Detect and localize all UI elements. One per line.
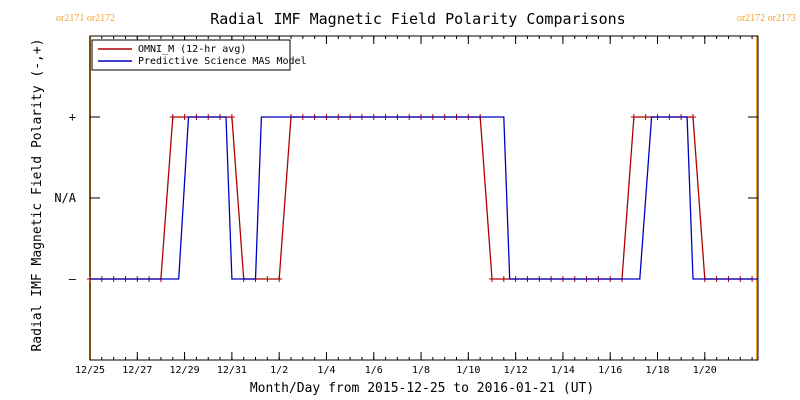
series-line-omni [90,116,753,280]
y-axis-ticks: + N/A – [54,110,758,286]
series-point-omni-8 [181,114,188,120]
y-tick-label-0: + [69,110,76,124]
x-tick-label-7: 1/8 [412,365,430,376]
x-tick-label-12: 1/18 [645,365,669,376]
series-line-mas [90,116,758,280]
x-tick-label-8: 1/10 [456,365,480,376]
series-point-omni-15 [264,276,271,282]
y-tick-label-1: N/A [54,191,76,205]
series-point-omni-47 [642,114,649,120]
rotation-label-1: or2172 or2173 [737,13,796,24]
y-tick-label-2: – [69,272,77,286]
legend: OMNI_M (12-hr avg) Predictive Science MA… [91,39,307,71]
series-point-omni-7 [169,114,176,120]
x-tick-label-0: 12/25 [75,365,105,376]
legend-label-mas: Predictive Science MAS Model [138,56,307,67]
series-lines [87,114,758,282]
legend-label-omni: OMNI_M (12-hr avg) [138,44,246,55]
x-tick-label-11: 1/16 [598,365,622,376]
x-tick-label-13: 1/20 [693,365,717,376]
x-tick-label-5: 1/4 [317,365,335,376]
y-axis-label: Radial IMF Magnetic Field Polarity (-,+) [30,38,45,351]
series-point-omni-16 [276,276,283,282]
x-tick-label-4: 1/2 [270,365,288,376]
rotation-label-0: or2171 or2172 [56,13,115,24]
x-axis-label: Month/Day from 2015-12-25 to 2016-01-21 … [250,381,594,396]
x-axis-ticks: 12/25 12/27 12/29 12/31 1/2 1/4 1/6 1/8 1/10 1/12… [75,36,753,376]
plot-frame [89,35,759,361]
series-point-omni-46 [630,114,637,120]
x-tick-label-9: 1/12 [504,365,528,376]
x-tick-label-2: 12/29 [170,365,200,376]
series-point-omni-51 [689,114,696,120]
series-point-omni-35 [500,276,507,282]
series-point-omni-12 [228,114,235,120]
x-tick-label-3: 12/31 [217,365,247,376]
legend-box [91,39,291,71]
x-tick-label-1: 12/27 [122,365,152,376]
x-tick-label-6: 1/6 [365,365,383,376]
x-tick-label-10: 1/14 [551,365,575,376]
chart-title: Radial IMF Magnetic Field Polarity Compa… [210,10,625,28]
series-point-omni-34 [488,276,495,282]
